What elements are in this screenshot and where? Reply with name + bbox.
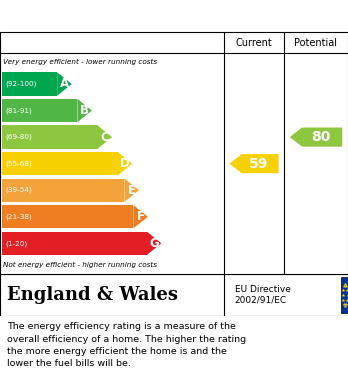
Text: G: G	[149, 237, 159, 250]
Text: A: A	[60, 77, 69, 90]
Text: 59: 59	[249, 157, 269, 170]
Polygon shape	[118, 152, 132, 175]
Text: EU Directive
2002/91/EC: EU Directive 2002/91/EC	[235, 285, 291, 305]
Text: (21-38): (21-38)	[5, 213, 32, 220]
Text: Very energy efficient - lower running costs: Very energy efficient - lower running co…	[3, 59, 158, 65]
Polygon shape	[290, 127, 342, 147]
Bar	[2, 231, 147, 255]
Text: Potential: Potential	[294, 38, 338, 48]
Polygon shape	[229, 154, 279, 173]
Text: D: D	[120, 157, 130, 170]
Polygon shape	[77, 99, 92, 122]
Bar	[341, 277, 348, 313]
Text: (92-100): (92-100)	[5, 81, 37, 87]
Text: B: B	[80, 104, 89, 117]
Bar	[2, 205, 133, 228]
Text: (81-91): (81-91)	[5, 107, 32, 114]
Polygon shape	[133, 205, 148, 228]
Bar	[2, 99, 77, 122]
Text: Not energy efficient - higher running costs: Not energy efficient - higher running co…	[3, 262, 158, 268]
Text: 80: 80	[311, 130, 331, 144]
Text: F: F	[137, 210, 145, 223]
Polygon shape	[147, 231, 161, 255]
Text: C: C	[101, 131, 109, 143]
Text: E: E	[128, 184, 136, 197]
Bar	[2, 152, 118, 175]
Bar	[2, 126, 97, 149]
Bar	[2, 72, 57, 96]
Text: (39-54): (39-54)	[5, 187, 32, 194]
Polygon shape	[125, 179, 139, 202]
Bar	[2, 179, 125, 202]
Text: Energy Efficiency Rating: Energy Efficiency Rating	[10, 9, 221, 23]
Text: The energy efficiency rating is a measure of the
overall efficiency of a home. T: The energy efficiency rating is a measur…	[7, 322, 246, 368]
Text: (69-80): (69-80)	[5, 134, 32, 140]
Polygon shape	[57, 72, 72, 96]
Text: England & Wales: England & Wales	[7, 286, 178, 304]
Text: Current: Current	[236, 38, 272, 48]
Text: (1-20): (1-20)	[5, 240, 27, 247]
Polygon shape	[97, 126, 112, 149]
Text: (55-68): (55-68)	[5, 160, 32, 167]
